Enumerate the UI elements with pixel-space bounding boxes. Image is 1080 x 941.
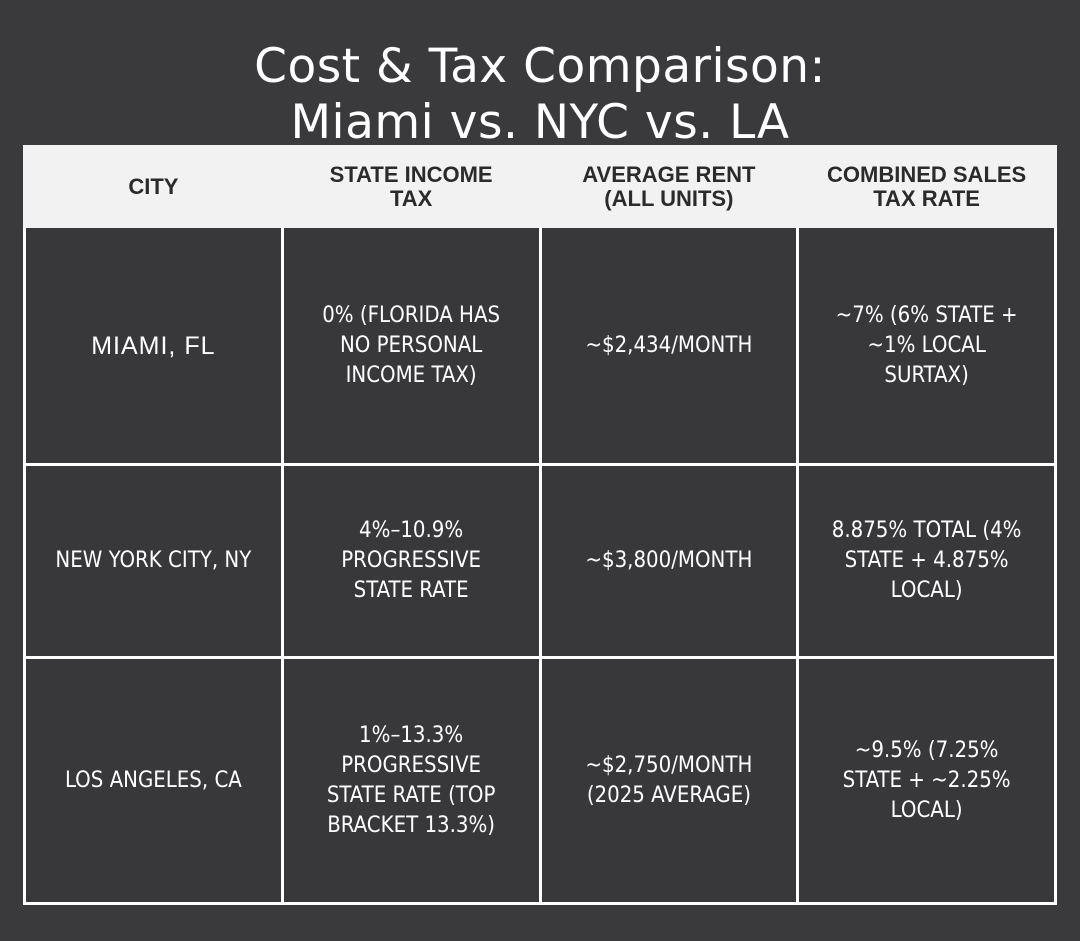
table-row: NEW YORK CITY, NY 4%–10.9% PROGRESSIVE S…: [23, 463, 1057, 659]
cell-state-income-tax: 1%–13.3% PROGRESSIVE STATE RATE (TOP BRA…: [280, 656, 542, 905]
cell-city: MIAMI, FL: [23, 225, 284, 466]
page-title: Cost & Tax Comparison: Miami vs. NYC vs.…: [0, 39, 1080, 151]
cell-state-income-tax: 0% (FLORIDA HAS NO PERSONAL INCOME TAX): [280, 225, 542, 466]
table-body: MIAMI, FL 0% (FLORIDA HAS NO PERSONAL IN…: [23, 225, 1057, 905]
header-combined-sales-tax: COMBINED SALES TAX RATE: [796, 145, 1057, 228]
cell-average-rent: ~$2,434/MONTH: [538, 225, 800, 466]
cell-city: LOS ANGELES, CA: [23, 656, 284, 905]
cell-sales-tax: ~7% (6% STATE + ~1% LOCAL SURTAX): [796, 225, 1057, 466]
title-line-1: Cost & Tax Comparison:: [254, 39, 826, 95]
header-row: CITY STATE INCOME TAX AVERAGE RENT (ALL …: [23, 145, 1057, 228]
cell-city: NEW YORK CITY, NY: [23, 463, 284, 659]
header-state-income-tax: STATE INCOME TAX: [280, 145, 542, 228]
cell-average-rent: ~$2,750/MONTH (2025 AVERAGE): [538, 656, 800, 905]
title-line-2: Miami vs. NYC vs. LA: [290, 95, 790, 151]
cell-sales-tax: 8.875% TOTAL (4% STATE + 4.875% LOCAL): [796, 463, 1057, 659]
header-city: CITY: [23, 145, 284, 228]
cell-state-income-tax: 4%–10.9% PROGRESSIVE STATE RATE: [280, 463, 542, 659]
table-row: MIAMI, FL 0% (FLORIDA HAS NO PERSONAL IN…: [23, 225, 1057, 466]
cell-sales-tax: ~9.5% (7.25% STATE + ~2.25% LOCAL): [796, 656, 1057, 905]
comparison-table: CITY STATE INCOME TAX AVERAGE RENT (ALL …: [23, 145, 1057, 905]
header-average-rent: AVERAGE RENT (ALL UNITS): [538, 145, 800, 228]
table-row: LOS ANGELES, CA 1%–13.3% PROGRESSIVE STA…: [23, 656, 1057, 905]
cell-average-rent: ~$3,800/MONTH: [538, 463, 800, 659]
table-header: CITY STATE INCOME TAX AVERAGE RENT (ALL …: [23, 145, 1057, 228]
